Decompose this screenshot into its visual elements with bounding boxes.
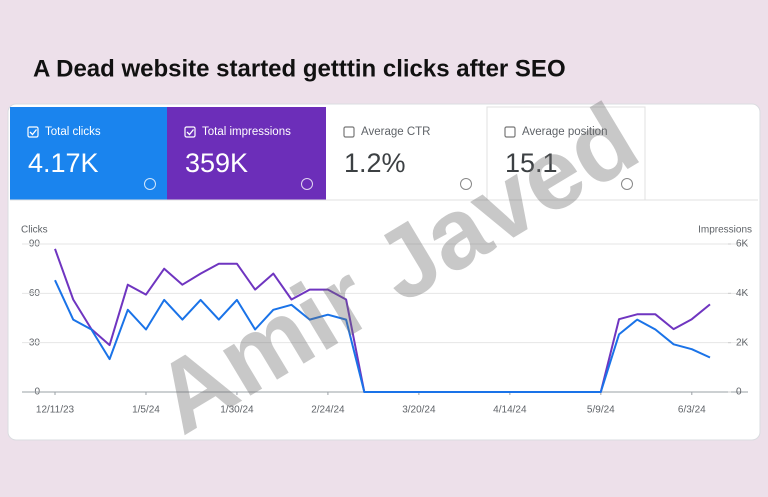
metric-label: Average position — [522, 126, 607, 138]
checkbox — [504, 126, 516, 138]
checkbox — [27, 126, 39, 138]
x-tick-label: 4/14/24 — [493, 405, 527, 416]
tiles: Total clicks 4.17K Total impressions 359K Av… — [27, 126, 633, 190]
x-tick-label: 3/20/24 — [402, 405, 436, 416]
metric-label: Average CTR — [361, 126, 430, 138]
x-tick-label: 6/3/24 — [678, 405, 706, 416]
y-axis-title: Clicks — [21, 225, 48, 236]
x-tick-label: 2/24/24 — [311, 405, 345, 416]
metric-value: 15.1 — [505, 148, 558, 178]
metric-value: 4.17K — [28, 148, 99, 178]
checkmark — [29, 129, 38, 136]
x-tick-label: 5/9/24 — [587, 405, 615, 416]
page-title: A Dead website started getttin clicks af… — [33, 55, 566, 82]
y2-tick-label: 2K — [736, 337, 749, 348]
metric-label: Total clicks — [45, 126, 101, 138]
checkmark — [186, 129, 195, 136]
help-icon — [460, 178, 472, 190]
help-icon — [621, 178, 633, 190]
metric-value: 1.2% — [344, 148, 406, 178]
metric-value: 359K — [185, 148, 248, 178]
x-tick-label: 1/5/24 — [132, 405, 160, 416]
y2-tick-label: 4K — [736, 288, 749, 299]
checkbox — [184, 126, 196, 138]
y2-axis-title: Impressions — [698, 225, 752, 236]
tile-clicks[interactable] — [10, 107, 167, 200]
checkbox — [343, 126, 355, 138]
metric-label: Total impressions — [202, 126, 291, 138]
help-icon — [301, 178, 313, 190]
tile-position[interactable] — [486, 106, 646, 201]
y2-tick-label: 0 — [736, 387, 742, 398]
x-tick-label: 1/30/24 — [220, 405, 254, 416]
series-line — [54, 279, 711, 393]
x-tick-label: 12/11/23 — [36, 405, 75, 416]
tile-impressions[interactable] — [167, 107, 326, 200]
y2-tick-label: 6K — [736, 239, 749, 250]
help-icon — [144, 178, 156, 190]
